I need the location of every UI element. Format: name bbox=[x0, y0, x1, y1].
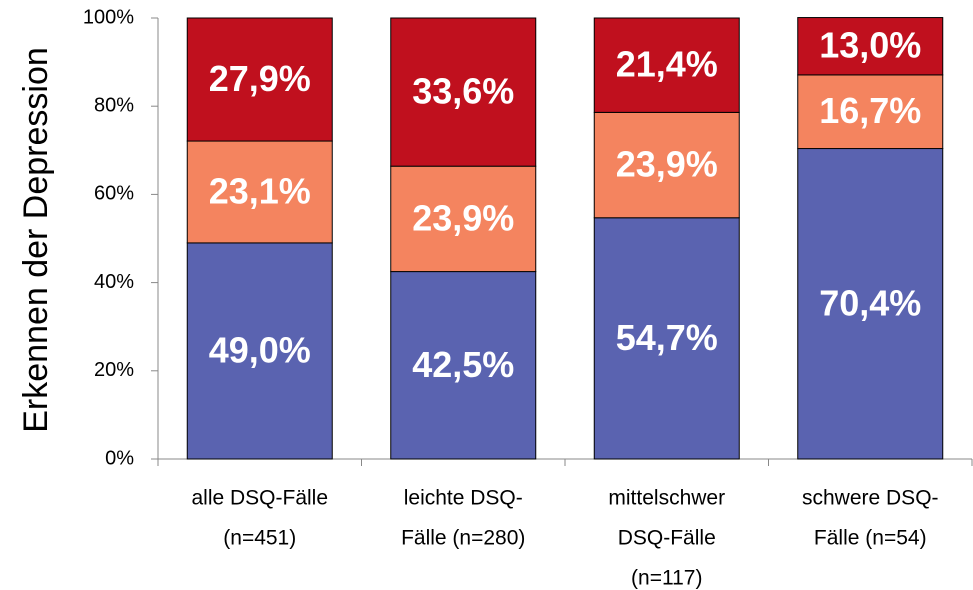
data-label: 49,0% bbox=[209, 329, 311, 370]
x-tick-label: DSQ-Fälle bbox=[618, 527, 716, 550]
data-label: 42,5% bbox=[412, 344, 514, 385]
data-label: 23,9% bbox=[616, 144, 718, 185]
x-tick-label: (n=451) bbox=[223, 527, 296, 550]
y-tick-label: 80% bbox=[94, 94, 134, 116]
y-tick-label: 40% bbox=[94, 271, 134, 293]
data-label: 33,6% bbox=[412, 71, 514, 112]
data-label: 70,4% bbox=[819, 282, 921, 323]
bar-segment bbox=[797, 148, 944, 460]
bar-segment bbox=[797, 17, 944, 76]
data-label: 21,4% bbox=[616, 44, 718, 85]
x-tick-label: leichte DSQ- bbox=[404, 487, 523, 510]
y-tick-label: 20% bbox=[94, 359, 134, 381]
data-label: 13,0% bbox=[819, 25, 921, 66]
y-tick-label: 60% bbox=[94, 183, 134, 205]
data-label: 54,7% bbox=[616, 317, 718, 358]
data-label: 23,1% bbox=[209, 170, 311, 211]
x-tick-label: Fälle (n=280) bbox=[401, 527, 525, 550]
bar-segment bbox=[390, 17, 537, 167]
data-label: 27,9% bbox=[209, 58, 311, 99]
x-tick-label: mittelschwer bbox=[608, 487, 725, 510]
data-label: 16,7% bbox=[819, 90, 921, 131]
data-label: 23,9% bbox=[412, 197, 514, 238]
bar-segment bbox=[593, 217, 740, 460]
y-tick-label: 100% bbox=[83, 6, 134, 28]
y-axis-title: Erkennen der Depression bbox=[17, 47, 55, 433]
x-tick-label: (n=117) bbox=[631, 567, 702, 590]
bar-segment bbox=[186, 17, 333, 142]
bar-segment bbox=[390, 165, 537, 273]
bar-segment bbox=[593, 17, 740, 113]
y-tick-label: 0% bbox=[105, 447, 134, 469]
bar-segment bbox=[593, 111, 740, 219]
bar-segment bbox=[390, 271, 537, 460]
x-tick-label: Fälle (n=54) bbox=[814, 527, 927, 550]
bar-segment bbox=[186, 140, 333, 244]
x-tick-label: alle DSQ-Fälle bbox=[191, 487, 328, 510]
x-tick-label: schwere DSQ- bbox=[802, 487, 939, 510]
bar-segment bbox=[186, 242, 333, 460]
